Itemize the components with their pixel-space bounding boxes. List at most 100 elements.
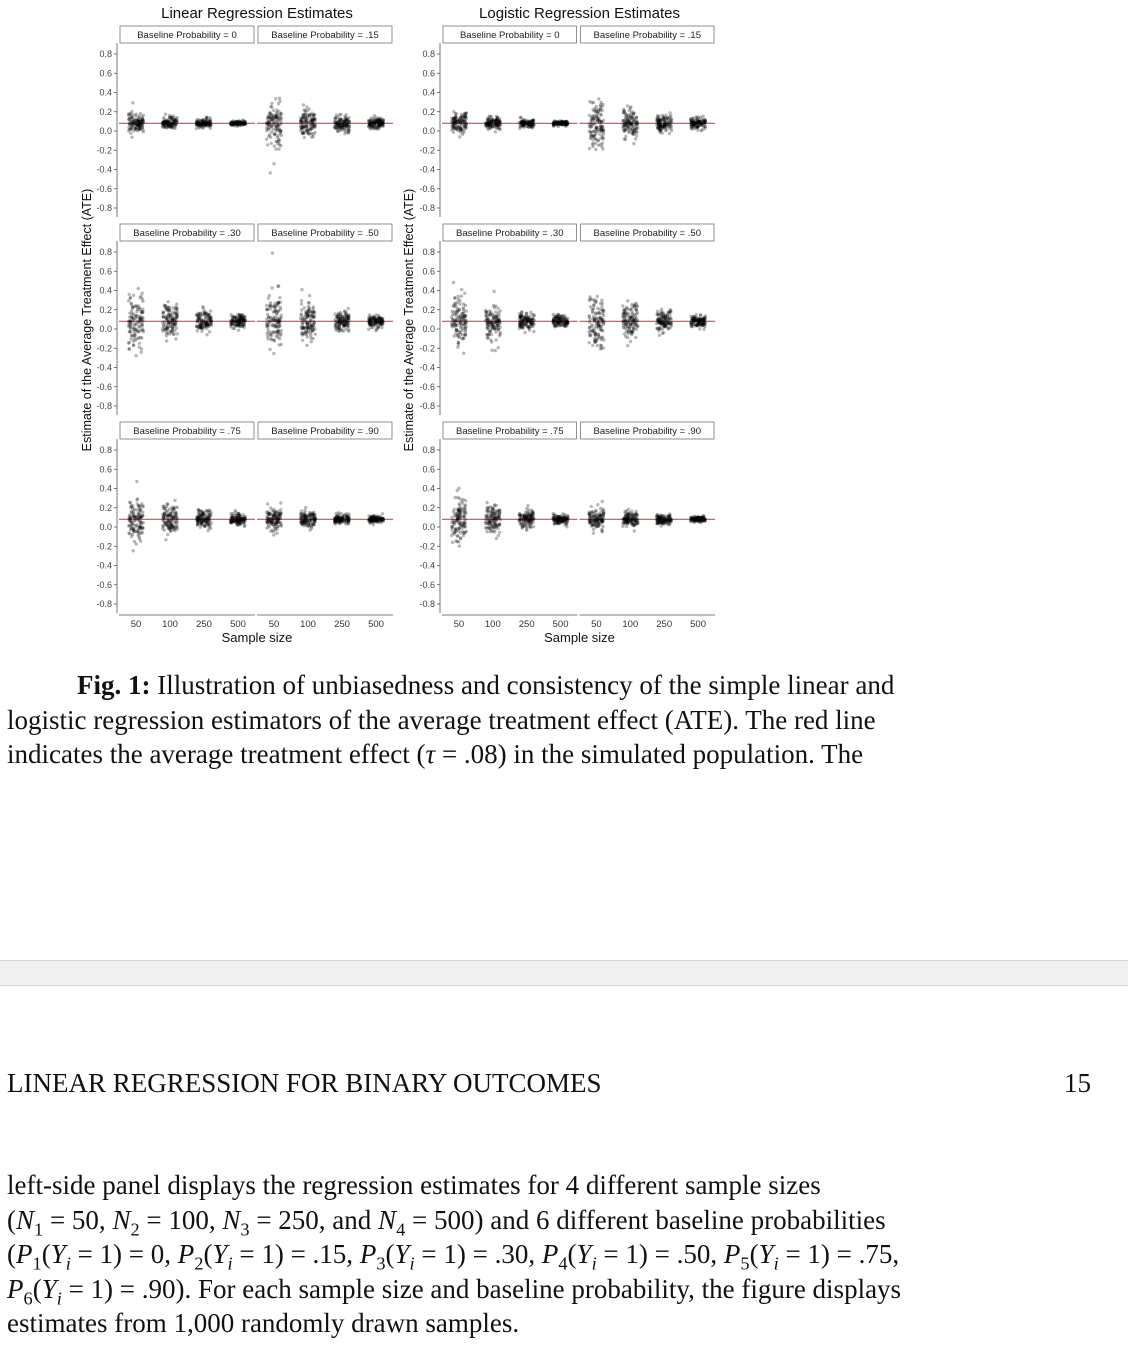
data-point bbox=[601, 313, 606, 318]
data-point bbox=[130, 121, 135, 125]
data-point bbox=[302, 124, 307, 129]
data-point bbox=[463, 120, 467, 124]
data-point bbox=[132, 118, 137, 122]
y-tick-label: 0.8 bbox=[99, 445, 112, 455]
data-point bbox=[664, 317, 668, 321]
data-point bbox=[209, 122, 213, 126]
data-point bbox=[141, 504, 145, 508]
data-point bbox=[497, 334, 502, 338]
data-point bbox=[453, 302, 457, 306]
data-point bbox=[130, 311, 134, 315]
facet-strip-label: Baseline Probability = 0 bbox=[137, 30, 237, 41]
data-point bbox=[497, 118, 501, 123]
data-point bbox=[140, 125, 145, 129]
data-point bbox=[203, 121, 207, 125]
data-point bbox=[308, 320, 313, 324]
data-point bbox=[367, 514, 371, 518]
data-point bbox=[456, 294, 460, 298]
data-point bbox=[523, 330, 527, 335]
data-point bbox=[161, 124, 165, 128]
data-point bbox=[205, 122, 210, 126]
data-point bbox=[589, 333, 593, 338]
data-point bbox=[164, 538, 168, 542]
data-point bbox=[161, 121, 165, 125]
data-point bbox=[164, 120, 168, 124]
data-point bbox=[139, 125, 143, 129]
data-point bbox=[305, 109, 309, 113]
data-point bbox=[301, 103, 306, 107]
data-point bbox=[138, 124, 142, 128]
facet-strip bbox=[257, 25, 393, 44]
data-point bbox=[128, 119, 133, 123]
data-point bbox=[278, 119, 282, 123]
data-point bbox=[201, 120, 205, 124]
data-point bbox=[661, 331, 666, 335]
data-point bbox=[162, 524, 166, 528]
data-point bbox=[166, 120, 170, 124]
data-point bbox=[301, 124, 305, 128]
data-point bbox=[170, 116, 174, 121]
data-point bbox=[624, 134, 628, 138]
data-point bbox=[701, 322, 706, 326]
data-point bbox=[208, 118, 213, 122]
data-point bbox=[268, 111, 272, 116]
facet-strip-label: Baseline Probability = .90 bbox=[271, 426, 378, 437]
data-point bbox=[172, 118, 176, 123]
data-point bbox=[277, 138, 281, 142]
data-point bbox=[170, 115, 174, 119]
data-point bbox=[162, 513, 167, 517]
x-tick-label: 50 bbox=[131, 619, 142, 630]
data-point bbox=[162, 120, 167, 124]
data-point bbox=[242, 122, 246, 126]
data-point bbox=[169, 116, 173, 120]
point-cluster bbox=[194, 305, 214, 337]
data-point bbox=[264, 137, 269, 141]
data-point bbox=[564, 320, 569, 324]
data-point bbox=[266, 117, 270, 121]
data-point bbox=[231, 121, 235, 125]
data-point bbox=[623, 318, 627, 322]
data-point bbox=[235, 120, 239, 124]
data-point bbox=[456, 340, 461, 345]
data-point bbox=[194, 121, 199, 125]
data-point bbox=[236, 123, 240, 127]
y-tick-label: 0.2 bbox=[99, 107, 112, 117]
data-point bbox=[593, 300, 597, 305]
data-point bbox=[527, 326, 531, 330]
data-point bbox=[164, 316, 168, 321]
data-point bbox=[450, 321, 454, 325]
data-point bbox=[242, 123, 246, 127]
data-point bbox=[461, 306, 465, 310]
data-point bbox=[165, 118, 170, 123]
data-point bbox=[207, 122, 211, 126]
data-point bbox=[236, 121, 240, 125]
data-point bbox=[173, 498, 177, 503]
data-point bbox=[197, 125, 201, 129]
data-point bbox=[236, 122, 240, 127]
data-point bbox=[275, 123, 280, 128]
y-tick-label: 0.0 bbox=[99, 324, 112, 334]
x-tick-label: 50 bbox=[269, 619, 280, 630]
data-point bbox=[207, 524, 212, 528]
data-point bbox=[312, 319, 316, 324]
data-point bbox=[206, 314, 210, 318]
data-point bbox=[197, 122, 202, 126]
data-point bbox=[230, 120, 235, 124]
data-point bbox=[663, 120, 668, 124]
data-point bbox=[196, 123, 201, 127]
data-point bbox=[591, 343, 595, 348]
data-point bbox=[299, 128, 303, 133]
facet-strip-label: Baseline Probability = .30 bbox=[133, 228, 240, 239]
data-point bbox=[367, 317, 371, 322]
data-point bbox=[204, 121, 208, 125]
data-point bbox=[233, 508, 237, 513]
data-point bbox=[339, 517, 343, 521]
data-point bbox=[165, 339, 169, 343]
data-point bbox=[137, 119, 141, 123]
data-point bbox=[498, 127, 502, 132]
data-point bbox=[600, 301, 605, 306]
data-point bbox=[128, 112, 133, 116]
y-tick-label: -0.8 bbox=[96, 203, 112, 213]
data-point bbox=[161, 120, 165, 125]
